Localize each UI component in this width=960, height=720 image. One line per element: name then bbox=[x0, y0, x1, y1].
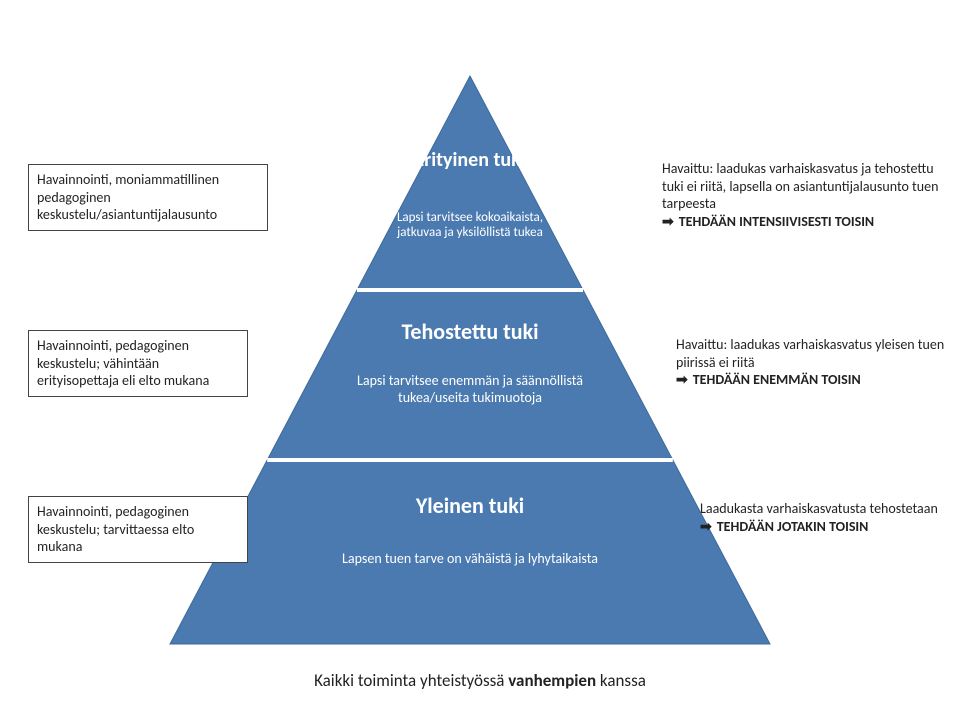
arrow-right-icon: ➡ bbox=[662, 213, 673, 231]
right-note-action: TEHDÄÄN INTENSIIVISESTI TOISIN bbox=[679, 213, 874, 231]
tier-tehostettu-body: Lapsi tarvitsee enemmän ja säännöllistä … bbox=[345, 372, 595, 406]
left-box-erityinen: Havainnointi, moniammatillinen pedagogin… bbox=[28, 164, 268, 231]
footer-strong: vanhempien bbox=[508, 670, 596, 691]
left-box-yleinen: Havainnointi, pedagoginen keskustelu; ta… bbox=[28, 496, 248, 563]
right-note-lead: Havaittu: laadukas varhaiskasvatus yleis… bbox=[676, 336, 946, 371]
right-note-lead: Havaittu: laadukas varhaiskasvatus ja te… bbox=[662, 160, 942, 213]
arrow-right-icon: ➡ bbox=[676, 371, 687, 389]
diagram-stage: Erityinen tuki Lapsi tarvitsee kokoaikai… bbox=[0, 0, 960, 720]
arrow-right-icon: ➡ bbox=[700, 518, 711, 536]
footer-caption: Kaikki toiminta yhteistyössä vanhempien … bbox=[220, 670, 740, 691]
tier-yleinen-body: Lapsen tuen tarve on vähäistä ja lyhytai… bbox=[310, 550, 630, 567]
right-note-tehostettu: Havaittu: laadukas varhaiskasvatus yleis… bbox=[676, 336, 946, 389]
right-note-action: TEHDÄÄN JOTAKIN TOISIN bbox=[717, 518, 869, 536]
tier-erityinen-title: Erityinen tuki bbox=[370, 148, 570, 172]
right-note-yleinen: Laadukasta varhaiskasvatusta tehostetaan… bbox=[700, 500, 950, 535]
footer-prefix: Kaikki toiminta yhteistyössä bbox=[314, 670, 508, 691]
footer-suffix: kanssa bbox=[596, 670, 646, 691]
tier-erityinen-body: Lapsi tarvitsee kokoaikaista, jatkuvaa j… bbox=[380, 210, 560, 240]
right-note-erityinen: Havaittu: laadukas varhaiskasvatus ja te… bbox=[662, 160, 942, 230]
left-box-tehostettu: Havainnointi, pedagoginen keskustelu; vä… bbox=[28, 330, 248, 397]
right-note-action: TEHDÄÄN ENEMMÄN TOISIN bbox=[693, 371, 861, 389]
tier-yleinen-title: Yleinen tuki bbox=[330, 492, 610, 519]
tier-tehostettu-title: Tehostettu tuki bbox=[330, 318, 610, 345]
right-note-lead: Laadukasta varhaiskasvatusta tehostetaan bbox=[700, 500, 950, 518]
